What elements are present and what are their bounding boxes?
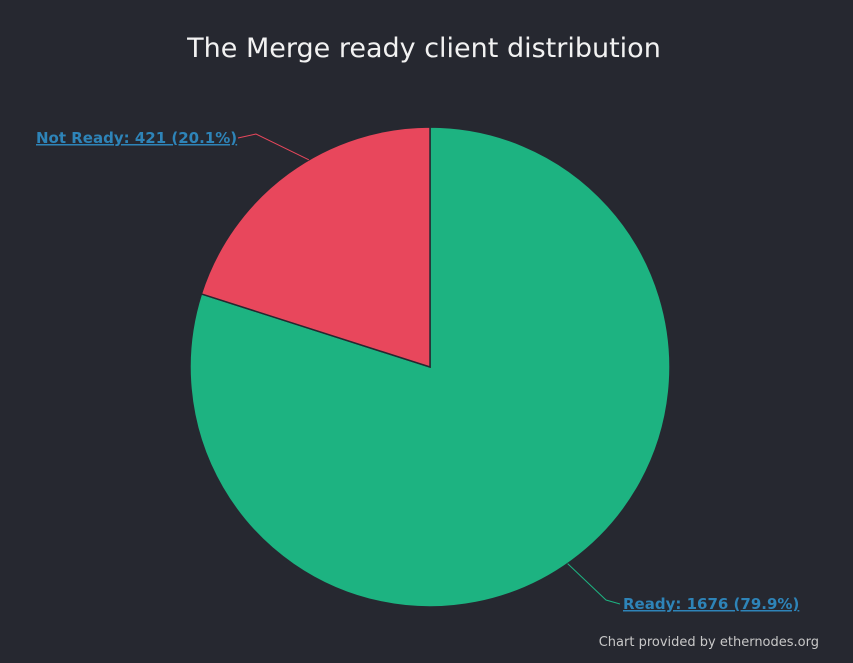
- chart-credit[interactable]: Chart provided by ethernodes.org: [599, 635, 819, 650]
- leader-line-ready: [567, 563, 621, 605]
- pie-slices: [189, 126, 671, 608]
- slice-label-not-ready[interactable]: Not Ready: 421 (20.1%): [36, 129, 237, 147]
- label-leader-lines: [237, 133, 621, 605]
- pie-slice-not-ready[interactable]: [200, 126, 431, 369]
- chart-title: The Merge ready client distribution: [186, 33, 661, 64]
- slice-label-ready[interactable]: Ready: 1676 (79.9%): [623, 595, 799, 613]
- pie-slice-ready[interactable]: [189, 126, 671, 608]
- slice-labels: Ready: 1676 (79.9%) Not Ready: 421 (20.1%…: [36, 129, 799, 613]
- leader-line-not-ready: [237, 133, 310, 161]
